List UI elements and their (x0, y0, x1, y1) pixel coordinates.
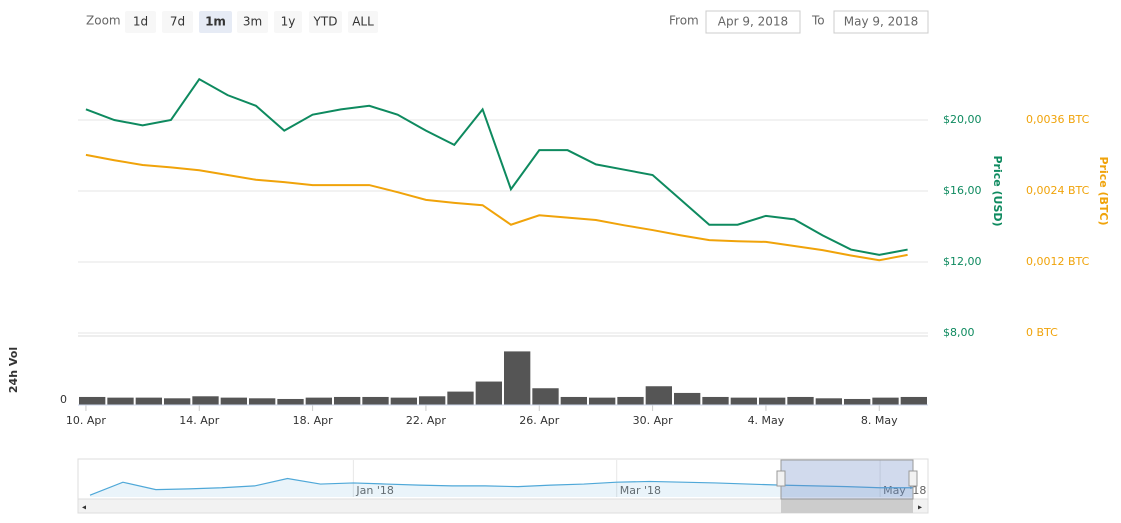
volume-bar (447, 391, 474, 405)
nav-label: Jan '18 (355, 484, 393, 497)
x-tick-label: 14. Apr (179, 414, 219, 427)
y2-tick-label: 0,0012 BTC (1026, 255, 1090, 268)
zoom-button[interactable]: 1m (199, 11, 232, 33)
zoom-button[interactable]: 3m (237, 11, 268, 33)
button-label[interactable]: YTD (313, 15, 338, 29)
zoom-button[interactable]: 1y (274, 11, 302, 33)
volume-bar (589, 397, 616, 405)
scroll-left[interactable]: ◂ (82, 503, 86, 512)
volume-bar (702, 396, 729, 405)
volume-bar (787, 396, 814, 405)
vol-axis-title: 24h Vol (7, 347, 20, 393)
volume-bar (79, 396, 106, 405)
button-bg[interactable] (125, 11, 156, 33)
volume-bar (135, 397, 162, 405)
volume-bar (844, 398, 871, 405)
y2-tick-label: 0,0036 BTC (1026, 113, 1090, 126)
zoom-button[interactable]: 1d (125, 11, 156, 33)
button-bg[interactable] (162, 11, 193, 33)
y-axis-title: Price (USD) (991, 155, 1004, 226)
x-tick-label: 22. Apr (406, 414, 446, 427)
price-line (85, 77, 908, 256)
volume-bar (815, 398, 842, 405)
scrollbar[interactable] (77, 498, 929, 514)
to-input[interactable] (833, 10, 929, 34)
volume-bar (674, 392, 701, 405)
nav-selection[interactable] (780, 459, 914, 500)
y2-tick-label: 0,0024 BTC (1026, 184, 1090, 197)
volume-bar (759, 397, 786, 405)
volume-bar (730, 397, 757, 405)
volume-bar (617, 396, 644, 405)
x-tick-label: 10. Apr (66, 414, 106, 427)
nav-line (89, 477, 913, 496)
volume-bar (475, 381, 502, 405)
button-bg[interactable] (348, 11, 378, 33)
volume-bar (645, 386, 672, 405)
button-bg[interactable] (274, 11, 302, 33)
x-tick-label: 30. Apr (633, 414, 673, 427)
button-label[interactable]: 1y (281, 15, 296, 29)
y-tick-label: $12,00 (943, 255, 982, 268)
nav-handle[interactable] (908, 470, 918, 487)
volume-bar (107, 397, 134, 405)
x-tick-label: 26. Apr (519, 414, 559, 427)
from-label: From (669, 14, 699, 28)
volume-bar (305, 397, 332, 405)
volume-bar (334, 396, 361, 405)
button-label[interactable]: 3m (243, 15, 262, 29)
button-label[interactable]: 1d (133, 15, 148, 29)
volume-bar (872, 397, 899, 405)
to-label: To (811, 14, 825, 28)
zoom-button[interactable]: ALL (348, 11, 378, 33)
volume-bar (277, 398, 304, 405)
button-bg[interactable] (309, 11, 342, 33)
vol-tick-label: 0 (60, 393, 67, 406)
x-tick-label: 8. May (861, 414, 898, 427)
scrollbar-thumb[interactable] (781, 499, 913, 513)
volume-bar (390, 397, 417, 405)
volume-bar (220, 397, 247, 405)
from-input[interactable] (705, 10, 801, 34)
x-tick-label: 4. May (748, 414, 785, 427)
scroll-right[interactable]: ▸ (918, 503, 922, 512)
zoom-button[interactable]: 7d (162, 11, 193, 33)
y-tick-label: $16,00 (943, 184, 982, 197)
nav-label: Mar '18 (620, 484, 661, 497)
from-date[interactable]: Apr 9, 2018 (718, 15, 788, 29)
button-bg[interactable] (199, 11, 232, 33)
zoom-label: Zoom (86, 14, 121, 28)
volume-bar (192, 396, 219, 405)
button-label[interactable]: 1m (205, 15, 226, 29)
y2-tick-label: 0 BTC (1026, 326, 1058, 339)
x-tick-label: 18. Apr (293, 414, 333, 427)
volume-bar (164, 398, 191, 405)
volume-bar (560, 396, 587, 405)
to-date[interactable]: May 9, 2018 (844, 15, 918, 29)
volume-bar (504, 351, 531, 405)
button-bg[interactable] (237, 11, 268, 33)
y-tick-label: $8,00 (943, 326, 975, 339)
button-label[interactable]: 7d (170, 15, 185, 29)
nav-handle[interactable] (776, 470, 786, 487)
volume-bar (362, 396, 389, 405)
price-line (85, 153, 908, 262)
volume-bar (419, 396, 446, 405)
button-label[interactable]: ALL (352, 15, 374, 29)
volume-bar (532, 388, 559, 405)
zoom-button[interactable]: YTD (309, 11, 342, 33)
y-tick-label: $20,00 (943, 113, 982, 126)
y2-axis-title: Price (BTC) (1097, 156, 1110, 225)
volume-bar (900, 396, 927, 405)
volume-bar (249, 398, 276, 405)
